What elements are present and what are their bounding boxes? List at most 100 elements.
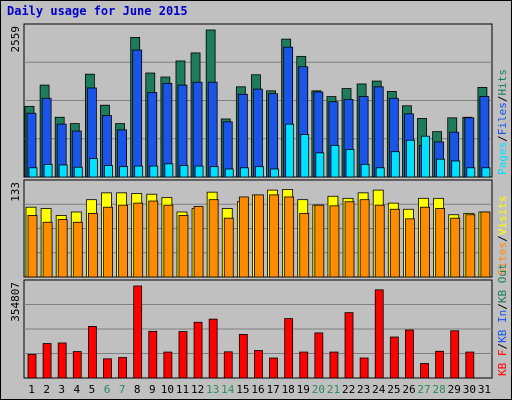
middle-bar-sites-day-31 xyxy=(480,211,491,278)
x-axis-day-label: 29 xyxy=(448,383,461,396)
bottom-bar-kb-f-day-15 xyxy=(238,334,248,379)
top-bar-pages-day-29 xyxy=(451,160,461,178)
middle-bar-sites-day-23 xyxy=(359,199,370,278)
middle-bar-sites-day-3 xyxy=(57,219,68,278)
bottom-bar-kb-f-day-5 xyxy=(87,325,97,379)
x-axis-day-label: 7 xyxy=(119,383,126,396)
middle-bar-sites-day-30 xyxy=(465,214,476,278)
top-bar-files-day-31 xyxy=(479,96,490,178)
bottom-bar-kb-f-day-30 xyxy=(465,351,475,379)
legend-entry: Visits xyxy=(496,196,509,236)
top-bar-pages-day-25 xyxy=(390,151,400,178)
top-bar-pages-day-3 xyxy=(58,164,68,178)
middle-bar-sites-day-2 xyxy=(42,221,53,278)
middle-bar-sites-day-17 xyxy=(269,194,279,278)
x-axis-day-label: 16 xyxy=(251,383,264,396)
bottom-bar-kb-f-day-14 xyxy=(223,351,233,379)
top-bar-files-day-15 xyxy=(237,93,248,178)
legend-entry: / xyxy=(496,343,509,350)
x-axis-day-label: 21 xyxy=(327,383,340,396)
x-axis-day-label: 15 xyxy=(236,383,249,396)
middle-bar-sites-day-22 xyxy=(344,201,355,278)
top-bar-pages-day-19 xyxy=(300,134,310,178)
bottom-bar-kb-f-day-9 xyxy=(148,330,158,379)
x-axis-day-label: 6 xyxy=(104,383,111,396)
x-axis-day-label: 24 xyxy=(372,383,386,396)
legend-entry: / xyxy=(496,135,509,142)
middle-bar-sites-day-26 xyxy=(405,218,415,278)
middle-panel: 133 Sites/Visits xyxy=(9,179,509,278)
x-axis-day-label: 23 xyxy=(357,383,370,396)
bottom-bar-kb-f-day-28 xyxy=(435,350,445,379)
x-axis-day-label: 1 xyxy=(28,383,35,396)
legend-entry: / xyxy=(496,303,509,310)
bottom-legend: KB F/KB In/KB Out xyxy=(496,263,509,376)
x-axis-day-label: 8 xyxy=(134,383,141,396)
bottom-bar-kb-f-day-6 xyxy=(103,358,112,379)
top-bar-files-day-12 xyxy=(192,81,203,178)
bottom-bar-kb-f-day-24 xyxy=(374,289,384,379)
top-bar-pages-day-23 xyxy=(360,163,370,178)
middle-bar-sites-day-16 xyxy=(254,194,264,278)
middle-bar-sites-day-5 xyxy=(87,212,98,278)
bottom-bar-kb-f-day-21 xyxy=(329,351,339,379)
legend-entry: KB Out xyxy=(496,263,509,303)
top-bar-files-day-24 xyxy=(373,86,384,178)
x-axis-day-label: 2 xyxy=(43,383,50,396)
top-bar-files-day-10 xyxy=(162,82,173,178)
top-bar-files-day-13 xyxy=(207,81,218,178)
x-axis-day-label: 5 xyxy=(89,383,96,396)
middle-bar-sites-day-12 xyxy=(193,206,204,278)
top-bar-pages-day-6 xyxy=(104,165,113,178)
middle-bar-sites-day-19 xyxy=(299,212,310,278)
top-bar-files-day-11 xyxy=(177,84,188,178)
bottom-bar-kb-f-day-10 xyxy=(163,351,173,379)
top-legend: Pages/Files/Hits xyxy=(496,69,509,175)
x-axis-day-label: 11 xyxy=(176,383,189,396)
top-bar-pages-day-15 xyxy=(239,167,249,178)
top-bar-pages-day-1 xyxy=(28,167,38,178)
top-bar-pages-day-5 xyxy=(88,158,98,178)
top-bar-files-day-8 xyxy=(132,49,143,178)
x-axis-day-label: 14 xyxy=(221,383,235,396)
middle-bar-sites-day-11 xyxy=(178,215,189,278)
top-bar-pages-day-14 xyxy=(224,168,234,178)
x-axis-day-label: 3 xyxy=(58,383,65,396)
middle-max-label: 133 xyxy=(9,182,22,202)
top-bar-files-day-16 xyxy=(253,88,263,178)
legend-entry: Files xyxy=(496,102,509,135)
top-bar-pages-day-2 xyxy=(43,163,53,178)
top-bar-pages-day-27 xyxy=(421,135,430,178)
middle-bar-sites-day-10 xyxy=(163,204,174,278)
middle-bar-sites-day-9 xyxy=(148,200,159,278)
top-bar-pages-day-7 xyxy=(119,166,128,178)
bottom-bar-kb-f-day-19 xyxy=(299,351,309,379)
top-bar-pages-day-12 xyxy=(194,165,204,178)
x-axis-day-label: 28 xyxy=(433,383,446,396)
bottom-bar-kb-f-day-13 xyxy=(208,318,218,379)
x-axis-day-label: 4 xyxy=(74,383,81,396)
x-axis-day-label: 25 xyxy=(387,383,400,396)
x-axis-day-label: 27 xyxy=(417,383,430,396)
x-axis-day-label: 22 xyxy=(342,383,355,396)
bottom-bar-kb-f-day-27 xyxy=(420,363,429,379)
bottom-bar-kb-f-day-12 xyxy=(193,321,203,379)
bottom-bar-kb-f-day-4 xyxy=(72,351,82,379)
bottom-bar-kb-f-day-16 xyxy=(254,350,263,379)
top-bar-pages-day-8 xyxy=(134,165,144,178)
middle-bar-sites-day-28 xyxy=(435,208,446,278)
bottom-bar-kb-f-day-8 xyxy=(133,285,143,379)
x-axis-day-label: 9 xyxy=(149,383,156,396)
bottom-bar-kb-f-day-23 xyxy=(359,357,369,379)
bottom-bar-kb-f-day-29 xyxy=(450,330,460,379)
middle-bar-sites-day-1 xyxy=(27,215,38,278)
bottom-bar-kb-f-day-22 xyxy=(344,312,354,379)
top-bar-pages-day-21 xyxy=(330,145,340,178)
bottom-bar-kb-f-day-17 xyxy=(269,357,278,379)
top-max-label: 2559 xyxy=(9,26,22,53)
legend-entry: Sites xyxy=(496,242,509,275)
top-bar-pages-day-16 xyxy=(255,166,264,178)
middle-bar-sites-day-15 xyxy=(238,196,249,278)
x-axis-day-label: 18 xyxy=(282,383,295,396)
